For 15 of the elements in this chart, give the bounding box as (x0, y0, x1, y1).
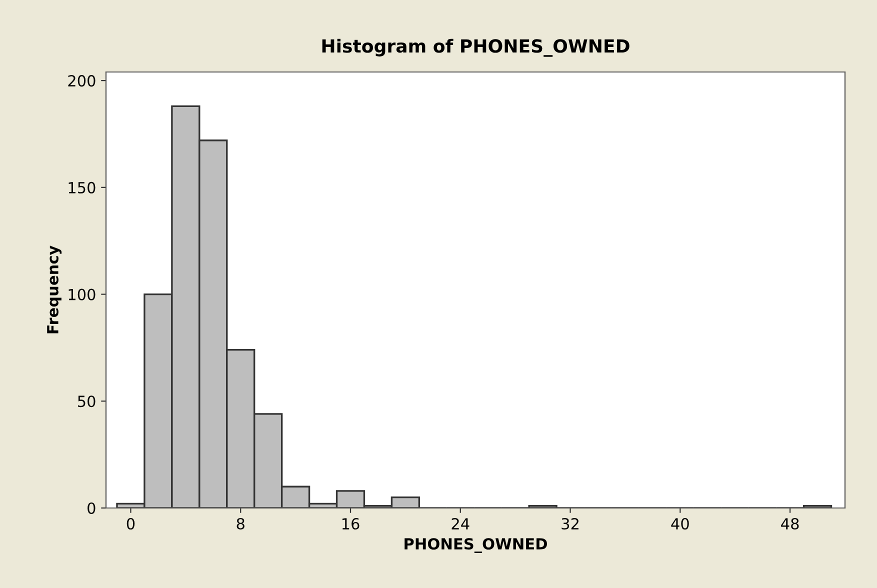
x-tick-label: 16 (342, 518, 360, 530)
x-tick-label: 0 (126, 518, 135, 530)
y-tick-label: 100 (68, 288, 96, 300)
y-tick-label: 0 (88, 502, 96, 514)
y-tick-label: 150 (68, 182, 96, 194)
y-axis-title: Frequency (47, 246, 62, 334)
x-tick-label: 32 (562, 518, 578, 530)
y-tick-label: 50 (78, 396, 96, 408)
x-tick-label: 8 (236, 518, 244, 530)
x-tick-label: 48 (781, 518, 799, 530)
x-tick-label: 40 (671, 518, 689, 530)
x-axis-title: PHONES_OWNED (404, 538, 547, 554)
chart-title: Histogram of PHONES_OWNED (322, 38, 630, 57)
x-tick-label: 24 (452, 518, 470, 530)
y-tick-label: 200 (68, 75, 96, 87)
